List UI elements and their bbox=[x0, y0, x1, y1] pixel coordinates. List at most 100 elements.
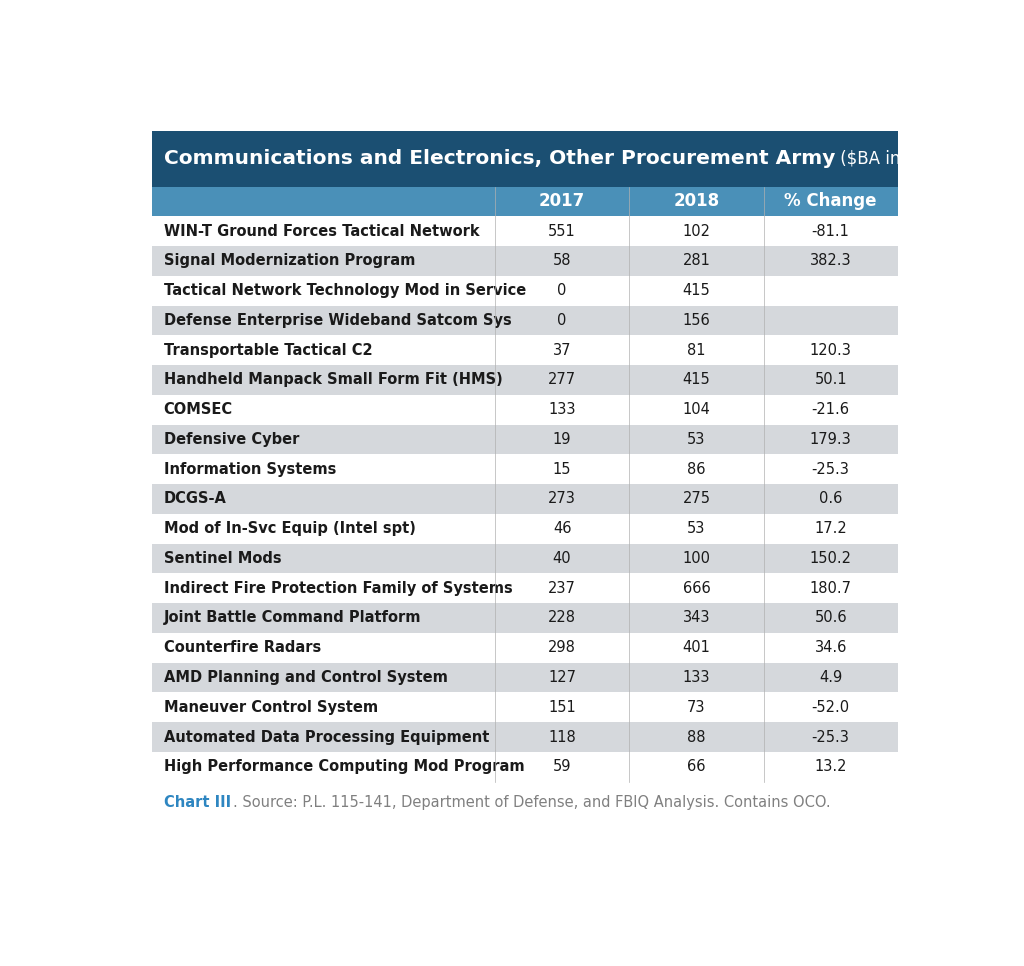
FancyBboxPatch shape bbox=[152, 186, 898, 216]
Text: 46: 46 bbox=[553, 522, 571, 536]
FancyBboxPatch shape bbox=[152, 130, 898, 186]
Text: 275: 275 bbox=[682, 492, 711, 506]
FancyBboxPatch shape bbox=[152, 276, 898, 305]
Text: 382.3: 382.3 bbox=[810, 253, 852, 269]
Text: 273: 273 bbox=[548, 492, 577, 506]
FancyBboxPatch shape bbox=[152, 216, 898, 246]
Text: 2018: 2018 bbox=[674, 192, 720, 211]
Text: Chart III: Chart III bbox=[164, 795, 230, 810]
Text: 415: 415 bbox=[683, 283, 711, 298]
Text: 59: 59 bbox=[553, 759, 571, 775]
Text: 298: 298 bbox=[548, 640, 577, 655]
Text: 343: 343 bbox=[683, 611, 710, 626]
Text: 104: 104 bbox=[682, 402, 711, 417]
Text: 277: 277 bbox=[548, 373, 577, 387]
Text: 228: 228 bbox=[548, 611, 577, 626]
Text: -25.3: -25.3 bbox=[812, 462, 850, 477]
Text: 58: 58 bbox=[553, 253, 571, 269]
Text: 666: 666 bbox=[683, 581, 711, 596]
Text: 19: 19 bbox=[553, 432, 571, 447]
Text: 50.1: 50.1 bbox=[814, 373, 847, 387]
Text: Handheld Manpack Small Form Fit (HMS): Handheld Manpack Small Form Fit (HMS) bbox=[164, 373, 503, 387]
Text: . Source: P.L. 115-141, Department of Defense, and FBIQ Analysis. Contains OCO.: . Source: P.L. 115-141, Department of De… bbox=[233, 795, 830, 810]
FancyBboxPatch shape bbox=[152, 633, 898, 663]
Text: 40: 40 bbox=[553, 551, 571, 566]
Text: 100: 100 bbox=[682, 551, 711, 566]
Text: 179.3: 179.3 bbox=[810, 432, 852, 447]
Text: 53: 53 bbox=[687, 432, 706, 447]
FancyBboxPatch shape bbox=[152, 574, 898, 603]
Text: Signal Modernization Program: Signal Modernization Program bbox=[164, 253, 415, 269]
Text: 0: 0 bbox=[557, 283, 567, 298]
Text: Maneuver Control System: Maneuver Control System bbox=[164, 699, 378, 715]
Text: 81: 81 bbox=[687, 343, 706, 357]
FancyBboxPatch shape bbox=[152, 603, 898, 633]
FancyBboxPatch shape bbox=[152, 514, 898, 544]
Text: 415: 415 bbox=[683, 373, 711, 387]
Text: 127: 127 bbox=[548, 670, 577, 685]
Text: Defense Enterprise Wideband Satcom Sys: Defense Enterprise Wideband Satcom Sys bbox=[164, 313, 511, 328]
Text: % Change: % Change bbox=[784, 192, 877, 211]
Text: -21.6: -21.6 bbox=[812, 402, 850, 417]
Text: -81.1: -81.1 bbox=[812, 224, 850, 239]
Text: 281: 281 bbox=[682, 253, 711, 269]
Text: 50.6: 50.6 bbox=[814, 611, 847, 626]
Text: 13.2: 13.2 bbox=[814, 759, 847, 775]
Text: 120.3: 120.3 bbox=[810, 343, 852, 357]
Text: Communications and Electronics, Other Procurement Army: Communications and Electronics, Other Pr… bbox=[164, 149, 836, 168]
FancyBboxPatch shape bbox=[152, 723, 898, 752]
Text: 133: 133 bbox=[683, 670, 710, 685]
Text: 150.2: 150.2 bbox=[810, 551, 852, 566]
Text: Transportable Tactical C2: Transportable Tactical C2 bbox=[164, 343, 373, 357]
Text: 37: 37 bbox=[553, 343, 571, 357]
Text: Joint Battle Command Platform: Joint Battle Command Platform bbox=[164, 611, 421, 626]
Text: 133: 133 bbox=[548, 402, 575, 417]
Text: 17.2: 17.2 bbox=[814, 522, 847, 536]
FancyBboxPatch shape bbox=[152, 425, 898, 454]
FancyBboxPatch shape bbox=[152, 752, 898, 781]
FancyBboxPatch shape bbox=[152, 305, 898, 335]
Text: 551: 551 bbox=[548, 224, 575, 239]
Text: 151: 151 bbox=[548, 699, 575, 715]
Text: 86: 86 bbox=[687, 462, 706, 477]
Text: 88: 88 bbox=[687, 729, 706, 745]
Text: 0.6: 0.6 bbox=[819, 492, 843, 506]
Text: 73: 73 bbox=[687, 699, 706, 715]
Text: Tactical Network Technology Mod in Service: Tactical Network Technology Mod in Servi… bbox=[164, 283, 526, 298]
Text: Sentinel Mods: Sentinel Mods bbox=[164, 551, 282, 566]
FancyBboxPatch shape bbox=[152, 246, 898, 276]
Text: -25.3: -25.3 bbox=[812, 729, 850, 745]
Text: 118: 118 bbox=[548, 729, 575, 745]
FancyBboxPatch shape bbox=[152, 335, 898, 365]
Text: Counterfire Radars: Counterfire Radars bbox=[164, 640, 321, 655]
Text: Indirect Fire Protection Family of Systems: Indirect Fire Protection Family of Syste… bbox=[164, 581, 512, 596]
Text: ($BA in millions): ($BA in millions) bbox=[836, 150, 976, 168]
Text: 66: 66 bbox=[687, 759, 706, 775]
Text: Defensive Cyber: Defensive Cyber bbox=[164, 432, 299, 447]
Text: Mod of In-Svc Equip (Intel spt): Mod of In-Svc Equip (Intel spt) bbox=[164, 522, 416, 536]
Text: 0: 0 bbox=[557, 313, 567, 328]
FancyBboxPatch shape bbox=[152, 395, 898, 425]
Text: 4.9: 4.9 bbox=[819, 670, 843, 685]
FancyBboxPatch shape bbox=[152, 484, 898, 514]
Text: 156: 156 bbox=[683, 313, 711, 328]
Text: -52.0: -52.0 bbox=[812, 699, 850, 715]
Text: 237: 237 bbox=[548, 581, 577, 596]
Text: 34.6: 34.6 bbox=[814, 640, 847, 655]
Text: 102: 102 bbox=[682, 224, 711, 239]
FancyBboxPatch shape bbox=[152, 365, 898, 395]
Text: 180.7: 180.7 bbox=[810, 581, 852, 596]
Text: Information Systems: Information Systems bbox=[164, 462, 336, 477]
Text: Automated Data Processing Equipment: Automated Data Processing Equipment bbox=[164, 729, 489, 745]
FancyBboxPatch shape bbox=[152, 454, 898, 484]
Text: 53: 53 bbox=[687, 522, 706, 536]
Text: WIN-T Ground Forces Tactical Network: WIN-T Ground Forces Tactical Network bbox=[164, 224, 479, 239]
Text: 15: 15 bbox=[553, 462, 571, 477]
Text: COMSEC: COMSEC bbox=[164, 402, 232, 417]
FancyBboxPatch shape bbox=[152, 693, 898, 723]
Text: High Performance Computing Mod Program: High Performance Computing Mod Program bbox=[164, 759, 524, 775]
FancyBboxPatch shape bbox=[152, 544, 898, 574]
Text: 2017: 2017 bbox=[539, 192, 586, 211]
Text: 401: 401 bbox=[682, 640, 711, 655]
Text: AMD Planning and Control System: AMD Planning and Control System bbox=[164, 670, 447, 685]
